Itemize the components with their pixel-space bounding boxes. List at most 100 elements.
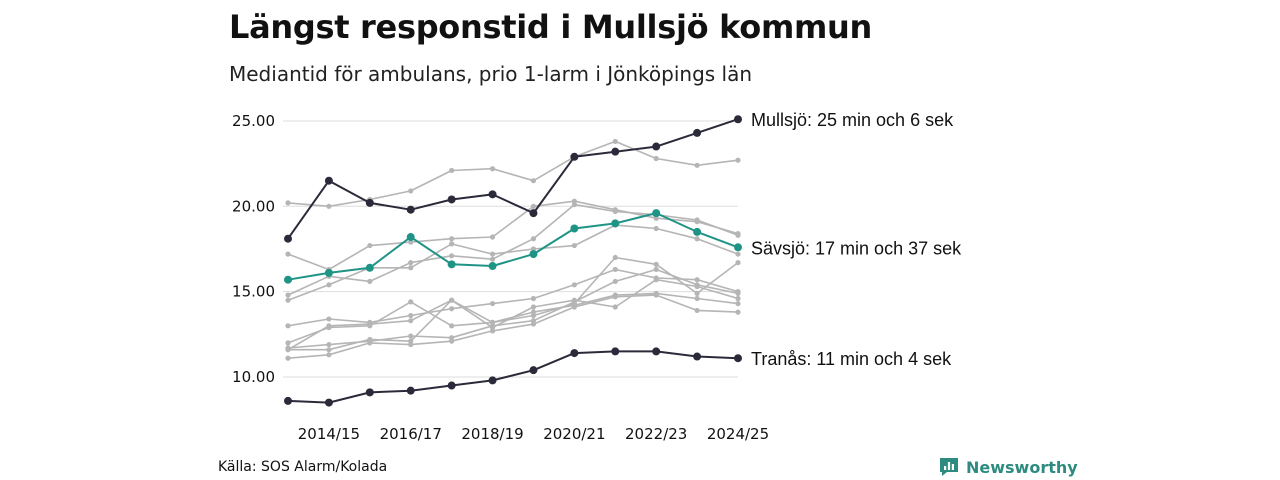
x-tick-label: 2020/21 (543, 425, 605, 443)
series-tran-s (284, 347, 742, 407)
data-point (653, 225, 659, 232)
data-point (285, 200, 291, 206)
x-tick-label: 2014/15 (298, 425, 360, 443)
data-point (653, 261, 659, 267)
newsworthy-logo-icon (940, 458, 958, 476)
data-point (529, 366, 538, 375)
data-point (652, 142, 661, 151)
x-tick-label: 2016/17 (380, 425, 442, 443)
series-line (287, 350, 739, 404)
y-tick-label: 25.00 (232, 112, 275, 130)
data-point (530, 309, 537, 315)
data-point (449, 167, 455, 174)
data-point (489, 166, 496, 172)
data-point (285, 340, 291, 346)
data-point (652, 209, 661, 218)
data-point (449, 253, 455, 259)
x-axis-ticks: 2014/15 2016/17 2018/19 2020/21 2022/23 2024/… (298, 425, 769, 443)
data-point (693, 352, 702, 361)
data-point (735, 300, 741, 307)
data-point (570, 224, 579, 233)
data-point (489, 234, 496, 240)
series-bg-0 (285, 138, 741, 209)
data-point (529, 250, 538, 259)
data-point (529, 209, 538, 218)
data-point (489, 300, 496, 307)
data-point (449, 338, 455, 344)
data-point (285, 347, 291, 353)
data-point (694, 236, 700, 242)
series-mullsj- (284, 115, 742, 243)
data-point (285, 297, 291, 303)
x-tick-label: 2018/19 (461, 425, 523, 443)
data-point (285, 251, 291, 257)
data-point (612, 278, 618, 285)
data-point (694, 290, 700, 296)
data-point (367, 278, 373, 285)
data-point (284, 234, 292, 243)
data-point (694, 277, 700, 283)
data-point (570, 152, 579, 161)
data-point (489, 319, 496, 325)
data-point (693, 128, 702, 137)
data-point (735, 309, 741, 315)
y-tick-label: 10.00 (232, 368, 275, 386)
data-point (408, 341, 414, 348)
data-point (653, 266, 659, 273)
data-point (447, 260, 456, 269)
data-point (365, 388, 374, 397)
series-bg-6 (285, 277, 741, 353)
x-tick-label: 2024/25 (707, 425, 769, 443)
data-point (449, 241, 455, 247)
data-point (489, 328, 496, 334)
end-label-s-vsj-: Sävsjö: 17 min och 37 sek (751, 238, 962, 258)
data-point (367, 242, 373, 249)
data-point (367, 321, 373, 327)
data-point (530, 236, 537, 242)
data-point (488, 190, 497, 199)
highlighted-series (284, 115, 742, 407)
brand-logo: Newsworthy (938, 456, 1078, 478)
data-point (326, 347, 332, 353)
data-point (611, 347, 620, 356)
data-point (734, 115, 742, 124)
data-point (530, 321, 537, 327)
series-line (287, 140, 739, 208)
data-point (326, 282, 332, 288)
data-point (408, 239, 414, 245)
data-point (326, 352, 332, 358)
data-point (324, 268, 333, 277)
data-point (571, 242, 577, 249)
series-line (287, 256, 739, 344)
data-point (449, 323, 455, 329)
data-point (612, 266, 618, 273)
series-line (287, 268, 739, 327)
data-point (408, 188, 414, 194)
data-point (326, 341, 332, 348)
data-point (735, 295, 741, 302)
data-point (571, 201, 577, 208)
data-point (653, 292, 659, 298)
series-line (287, 212, 739, 281)
data-point (447, 381, 456, 390)
data-point (285, 292, 291, 298)
data-point (652, 347, 661, 356)
data-point (735, 290, 741, 296)
background-series (285, 138, 741, 361)
data-point (326, 316, 332, 322)
data-point (488, 262, 497, 271)
data-point (406, 233, 415, 242)
series-bg-9 (285, 292, 741, 361)
end-labels: Mullsjö: 25 min och 6 sek Sävsjö: 17 min … (751, 110, 962, 369)
data-point (408, 299, 414, 305)
end-label-tran-s: Tranås: 11 min och 4 sek (751, 349, 952, 369)
data-point (694, 295, 700, 302)
x-tick-label: 2022/23 (625, 425, 687, 443)
data-point (735, 157, 741, 163)
y-tick-label: 15.00 (232, 283, 275, 301)
series-line (287, 224, 739, 301)
data-point (612, 138, 618, 145)
data-point (449, 236, 455, 242)
chart-title: Längst responstid i Mullsjö kommun (229, 8, 872, 46)
series-line (287, 278, 739, 351)
